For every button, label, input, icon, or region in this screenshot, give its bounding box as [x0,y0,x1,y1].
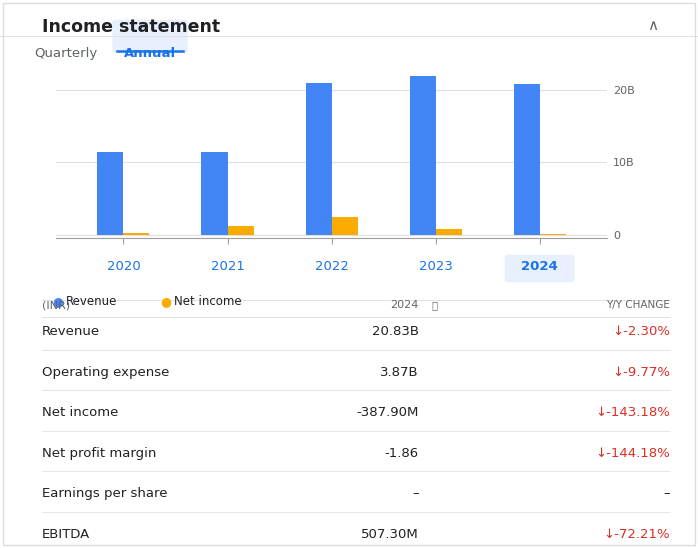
Text: Revenue: Revenue [66,295,118,308]
Text: Net profit margin: Net profit margin [42,447,156,460]
Text: -1.86: -1.86 [385,447,419,460]
Text: Net income: Net income [42,406,118,419]
Text: 2023: 2023 [419,260,452,273]
Text: Earnings per share: Earnings per share [42,487,168,500]
Text: 3.87B: 3.87B [380,366,419,379]
Text: 2024: 2024 [390,300,419,310]
Text: ●: ● [161,295,172,308]
Bar [124,232,149,235]
Bar [202,152,228,235]
Text: (INR): (INR) [42,300,70,310]
Bar [436,229,461,235]
Text: ↓-144.18%: ↓-144.18% [595,447,670,460]
Text: 2024: 2024 [521,260,558,273]
Text: EBITDA: EBITDA [42,528,90,541]
Bar [514,84,540,235]
Bar [228,226,253,235]
Bar [98,152,124,235]
Text: ↓-9.77%: ↓-9.77% [612,366,670,379]
Text: Y/Y CHANGE: Y/Y CHANGE [606,300,670,310]
Text: Quarterly: Quarterly [35,47,98,60]
Text: ∧: ∧ [647,18,658,33]
Text: Net income: Net income [174,295,242,308]
Text: ↓-143.18%: ↓-143.18% [595,406,670,419]
Text: Operating expense: Operating expense [42,366,169,379]
Text: Income statement: Income statement [42,18,220,36]
Text: -387.90M: -387.90M [357,406,419,419]
Bar [410,76,436,235]
Text: ↓-72.21%: ↓-72.21% [604,528,670,541]
Text: –: – [413,487,419,500]
Text: 20.83B: 20.83B [372,325,419,338]
Text: 2021: 2021 [211,260,244,273]
Text: ↓-2.30%: ↓-2.30% [612,325,670,338]
Bar [332,216,357,235]
Text: 2022: 2022 [315,260,348,273]
Text: Revenue: Revenue [42,325,100,338]
Text: ●: ● [52,295,64,308]
Text: 2020: 2020 [107,260,140,273]
Text: Annual: Annual [124,47,176,60]
Text: ⓘ: ⓘ [429,300,438,310]
Bar [306,83,332,235]
Text: –: – [664,487,670,500]
Text: 507.30M: 507.30M [361,528,419,541]
